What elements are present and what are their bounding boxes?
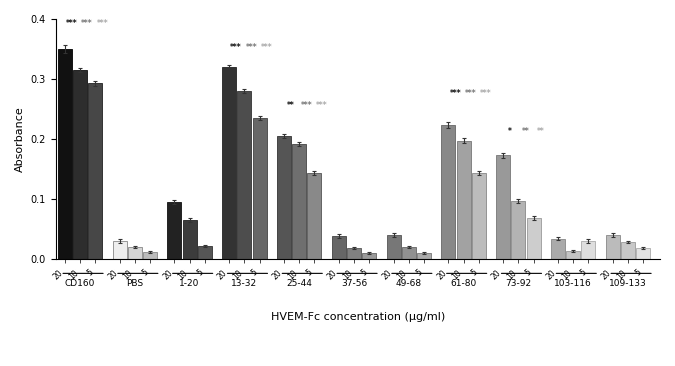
Bar <box>472 173 486 259</box>
Bar <box>417 253 431 259</box>
Text: 1-20: 1-20 <box>180 279 200 288</box>
Text: ***: *** <box>450 89 461 98</box>
X-axis label: HVEM-Fc concentration (μg/ml): HVEM-Fc concentration (μg/ml) <box>271 312 445 322</box>
Bar <box>332 236 346 259</box>
Bar <box>167 202 182 259</box>
Text: 13-32: 13-32 <box>232 279 257 288</box>
Bar <box>88 83 102 259</box>
Bar <box>441 125 456 259</box>
Text: 61-80: 61-80 <box>450 279 477 288</box>
Bar <box>292 144 306 259</box>
Text: **: ** <box>522 127 529 136</box>
Bar <box>605 235 620 259</box>
Text: *: * <box>508 127 512 136</box>
Text: 49-68: 49-68 <box>396 279 422 288</box>
Text: 109-133: 109-133 <box>609 279 647 288</box>
Bar <box>222 67 236 259</box>
Text: 37-56: 37-56 <box>341 279 367 288</box>
Bar <box>362 253 376 259</box>
Bar <box>58 49 72 259</box>
Text: ***: *** <box>300 101 312 110</box>
Bar <box>512 201 525 259</box>
Text: ***: *** <box>66 19 78 28</box>
Bar <box>128 247 142 259</box>
Text: ***: *** <box>480 89 491 98</box>
Bar <box>637 248 650 259</box>
Y-axis label: Absorbance: Absorbance <box>15 106 25 172</box>
Bar <box>526 218 541 259</box>
Bar <box>113 241 127 259</box>
Text: PBS: PBS <box>126 279 143 288</box>
Text: ***: *** <box>81 19 93 28</box>
Bar <box>143 252 157 259</box>
Text: ***: *** <box>246 43 257 52</box>
Bar <box>252 118 267 259</box>
Bar <box>198 246 212 259</box>
Bar <box>581 241 595 259</box>
Bar <box>183 220 196 259</box>
Text: ***: *** <box>316 101 327 110</box>
Bar <box>566 251 580 259</box>
Text: **: ** <box>287 101 295 110</box>
Bar <box>347 248 361 259</box>
Text: 73-92: 73-92 <box>506 279 531 288</box>
Bar <box>387 235 400 259</box>
Bar <box>402 247 416 259</box>
Text: **: ** <box>537 127 545 136</box>
Bar <box>456 141 470 259</box>
Bar <box>496 155 510 259</box>
Text: ***: *** <box>465 89 477 98</box>
Bar <box>621 242 635 259</box>
Bar <box>277 136 291 259</box>
Text: ***: *** <box>261 43 273 52</box>
Text: 103-116: 103-116 <box>554 279 592 288</box>
Text: ***: *** <box>97 19 108 28</box>
Bar <box>73 70 87 259</box>
Bar <box>551 239 565 259</box>
Bar <box>307 173 321 259</box>
Text: CD160: CD160 <box>65 279 95 288</box>
Text: 25-44: 25-44 <box>286 279 312 288</box>
Text: ***: *** <box>230 43 242 52</box>
Bar <box>238 91 251 259</box>
